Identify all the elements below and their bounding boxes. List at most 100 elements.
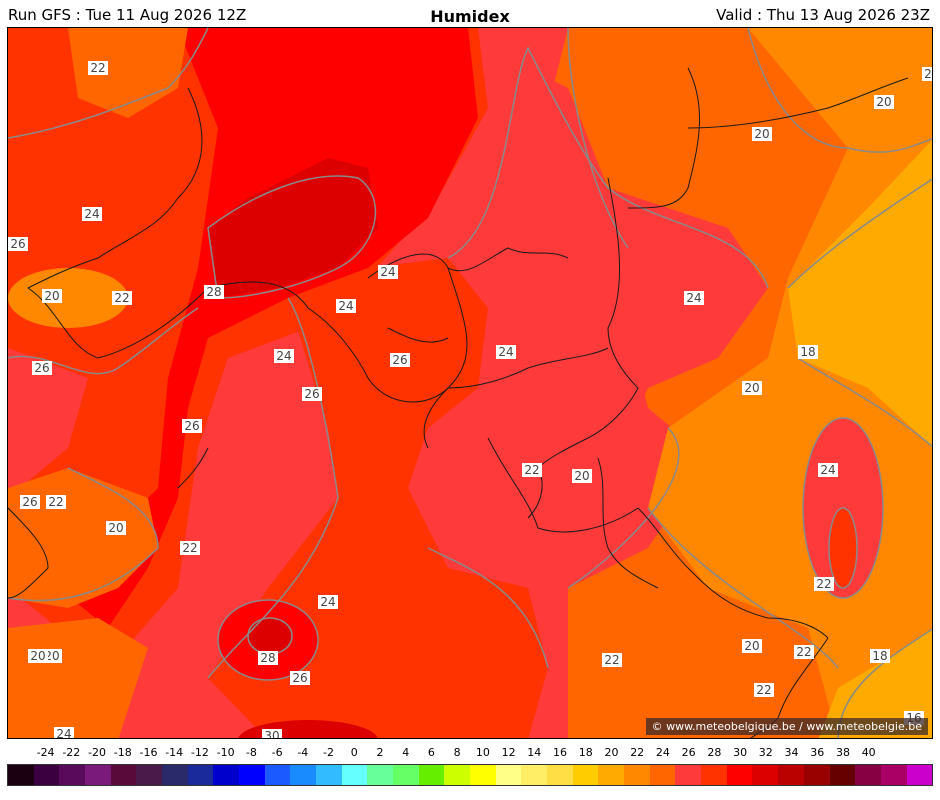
legend-tick-label: 6 <box>427 746 435 759</box>
contour-label-bg <box>88 61 108 75</box>
contour-label: 22 <box>90 61 105 75</box>
contour-label-bg <box>684 291 704 305</box>
contour-label-bg <box>742 381 762 395</box>
color-legend: -24 -22 -20 -18 -16 -14 -12 -10 -8 -6 -4 -2 0 2 4 6 8 10 1… <box>7 742 933 798</box>
legend-tick-label: 2 <box>376 746 384 759</box>
legend-tick-label: 28 <box>707 746 722 759</box>
contour-label: 26 <box>184 419 199 433</box>
legend-swatch <box>136 765 163 785</box>
legend-swatch <box>855 765 881 785</box>
legend-tick-label: 32 <box>758 746 773 759</box>
legend-tick-label: 30 <box>733 746 748 759</box>
region-east-26 <box>829 508 857 588</box>
contour-label-bg <box>42 289 62 303</box>
contour-label: 20 <box>574 469 589 483</box>
region-west-22-c <box>8 618 148 738</box>
legend-swatch <box>213 765 240 785</box>
legend-swatch <box>829 765 856 785</box>
contour-label-bg <box>818 463 838 477</box>
legend-swatch <box>624 765 650 785</box>
isolines <box>8 28 932 738</box>
contour-label: 24 <box>84 207 99 221</box>
legend-swatch <box>393 765 419 785</box>
contour-label: 20 <box>44 649 59 663</box>
legend-tick-label: 18 <box>578 746 593 759</box>
valid-time-label: Valid : Thu 13 Aug 2026 23Z <box>716 6 930 24</box>
contour-label: 20 <box>876 95 891 109</box>
contour-label-bg <box>8 237 28 251</box>
contour-label: 20 <box>754 127 769 141</box>
legend-swatch <box>547 765 573 785</box>
contour-label: 26 <box>304 387 319 401</box>
legend-colorbar <box>7 764 933 786</box>
legend-swatch <box>521 765 548 785</box>
legend-tick-label: -12 <box>190 746 209 759</box>
legend-swatch <box>110 765 137 785</box>
contour-label: 24 <box>276 349 291 363</box>
legend-tick-label: 20 <box>604 746 619 759</box>
contour-label-bg <box>794 645 814 659</box>
legend-swatch <box>752 765 779 785</box>
contour-label: 24 <box>498 345 513 359</box>
contour-label-bg <box>54 727 74 738</box>
contour-label-bg <box>602 653 622 667</box>
legend-swatch <box>8 765 34 785</box>
legend-swatch <box>418 765 445 785</box>
contour-label-bg <box>204 285 224 299</box>
legend-tick-label: -4 <box>297 746 309 759</box>
contour-label-bg <box>336 299 356 313</box>
legend-swatch <box>726 765 753 785</box>
legend-swatch <box>162 765 188 785</box>
legend-swatch <box>187 765 214 785</box>
humidex-map[interactable]: 22 24 26 20 22 28 24 24 26 24 26 24 26 26 20 22 22 24 20 22… <box>7 27 933 739</box>
legend-swatch <box>803 765 830 785</box>
legend-tick-label: -16 <box>139 746 158 759</box>
contour-label: 28 <box>206 285 221 299</box>
legend-swatch <box>572 765 599 785</box>
legend-swatch <box>470 765 496 785</box>
contour-label: 20 <box>744 381 759 395</box>
contour-label-bg <box>390 353 410 367</box>
contour-label: 24 <box>820 463 835 477</box>
legend-swatch <box>85 765 111 785</box>
contour-label: 22 <box>604 653 619 667</box>
legend-tick-label: 34 <box>784 746 799 759</box>
contour-label-bg <box>378 265 398 279</box>
contour-label: 22 <box>182 541 197 555</box>
contour-label-bg <box>180 541 200 555</box>
legend-tick-label: 12 <box>501 746 516 759</box>
legend-swatch <box>264 765 291 785</box>
legend-tick-label: 36 <box>810 746 825 759</box>
legend-swatch <box>290 765 317 785</box>
contour-label-bg <box>922 67 932 81</box>
legend-tick-label: 14 <box>527 746 542 759</box>
legend-tick-label: -2 <box>323 746 334 759</box>
contour-label: 20 <box>30 649 45 663</box>
region-west-20-b <box>8 468 158 608</box>
legend-tick-label: -10 <box>216 746 235 759</box>
contour-label-bg <box>274 349 294 363</box>
legend-tick-label: -22 <box>62 746 81 759</box>
contour-label: 26 <box>392 353 407 367</box>
run-label: Run GFS : Tue 11 Aug 2026 12Z <box>8 6 247 24</box>
contour-label: 20 <box>44 289 59 303</box>
legend-swatch <box>444 765 471 785</box>
contour-label-bg <box>106 521 126 535</box>
contour-label-bg <box>870 649 890 663</box>
legend-swatch <box>598 765 625 785</box>
legend-swatch <box>367 765 394 785</box>
borders <box>8 67 909 738</box>
legend-tick-label: -6 <box>271 746 283 759</box>
legend-swatch <box>649 765 676 785</box>
legend-swatch <box>778 765 804 785</box>
contour-label-bg <box>262 729 282 738</box>
contour-label-bg <box>20 495 40 509</box>
contour-label: 20 <box>108 521 123 535</box>
contour-label: 24 <box>320 595 335 609</box>
contour-label-bg <box>814 577 834 591</box>
legend-swatch <box>59 765 86 785</box>
legend-ticks: -24 -22 -20 -18 -16 -14 -12 -10 -8 -6 -4 -2 0 2 4 6 8 10 1… <box>7 746 933 764</box>
map-title: Humidex <box>430 7 510 26</box>
legend-swatch <box>33 765 60 785</box>
